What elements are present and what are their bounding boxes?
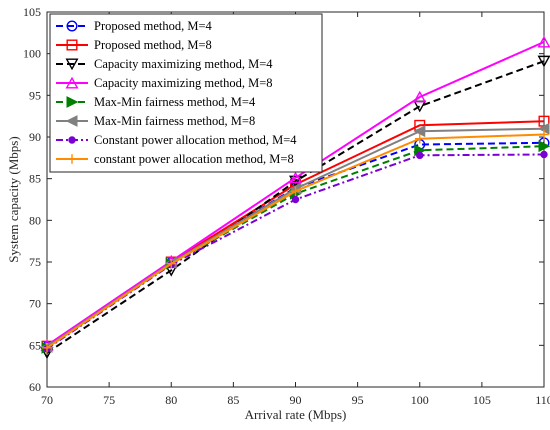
y-tick-label: 105	[23, 5, 41, 19]
legend-entry: Constant power allocation method, M=4	[56, 133, 297, 147]
x-tick-label: 75	[103, 393, 115, 407]
series-line	[46, 60, 545, 354]
legend-entry: Max-Min fairness method, M=4	[56, 95, 256, 109]
legend-label: Max-Min fairness method, M=4	[94, 95, 256, 109]
x-tick-label: 90	[290, 393, 302, 407]
x-axis-label: Arrival rate (Mbps)	[245, 407, 347, 422]
data-point	[290, 186, 301, 196]
data-point	[537, 35, 550, 48]
x-tick-label: 80	[165, 393, 177, 407]
legend-entry: Proposed method, M=4	[56, 19, 213, 33]
data-point	[540, 150, 548, 159]
x-tick-label: 105	[473, 393, 491, 407]
data-point	[42, 343, 52, 353]
x-tick-label: 95	[352, 393, 364, 407]
legend-entry: Max-Min fairness method, M=8	[56, 114, 255, 128]
y-tick-label: 85	[29, 172, 41, 186]
data-point	[416, 151, 424, 160]
y-tick-label: 95	[29, 88, 41, 102]
legend-label: Proposed method, M=8	[94, 38, 212, 52]
x-tick-label: 85	[227, 393, 239, 407]
y-tick-label: 70	[29, 297, 41, 311]
legend-marker	[65, 58, 79, 71]
data-point	[537, 55, 550, 68]
y-axis-label: System capacity (Mbps)	[6, 136, 21, 262]
legend-marker	[66, 20, 78, 32]
x-tick-label: 70	[41, 393, 53, 407]
data-point	[539, 129, 549, 140]
data-point	[291, 195, 300, 204]
legend-label: Proposed method, M=4	[94, 19, 213, 33]
series-line	[46, 41, 545, 347]
legend-label: Max-Min fairness method, M=8	[94, 114, 255, 128]
series-layer	[40, 35, 550, 360]
legend-label: Constant power allocation method, M=4	[94, 133, 297, 147]
legend-entry: Capacity maximizing method, M=8	[56, 76, 273, 90]
y-tick-label: 80	[29, 213, 41, 227]
legend-entry: Capacity maximizing method, M=4	[56, 57, 273, 71]
legend-label: Capacity maximizing method, M=4	[94, 57, 273, 71]
y-tick-label: 60	[29, 380, 41, 394]
y-tick-label: 90	[29, 130, 41, 144]
y-tick-label: 65	[29, 338, 41, 352]
axis-ticks: 70 75 80 85 90 95 100 105 110 60 65 70 75 80 85 90 95 100…	[23, 5, 550, 407]
x-tick-label: 110	[535, 393, 550, 407]
data-point	[538, 140, 550, 153]
y-tick-label: 100	[23, 47, 41, 61]
legend-marker	[65, 115, 78, 127]
data-point	[289, 175, 302, 188]
x-tick-label: 100	[411, 393, 429, 407]
legend-marker	[66, 96, 79, 108]
data-point	[289, 171, 302, 184]
data-point	[413, 125, 426, 138]
legend-label: Capacity maximizing method, M=8	[94, 76, 273, 90]
legend: Proposed method, M=4 Proposed method, M=8…	[49, 13, 323, 173]
legend-marker	[68, 136, 76, 144]
legend-marker	[66, 39, 78, 51]
legend-marker	[67, 154, 77, 164]
data-point	[414, 133, 425, 144]
legend-entry: constant power allocation method, M=8	[56, 152, 294, 166]
data-point	[166, 258, 177, 269]
legend-box	[49, 13, 323, 173]
series-8	[42, 129, 549, 353]
data-point	[413, 90, 427, 103]
legend-label: constant power allocation method, M=8	[94, 152, 294, 166]
legend-marker	[65, 76, 79, 89]
legend-entry: Proposed method, M=8	[56, 38, 212, 52]
y-tick-label: 75	[29, 255, 41, 269]
